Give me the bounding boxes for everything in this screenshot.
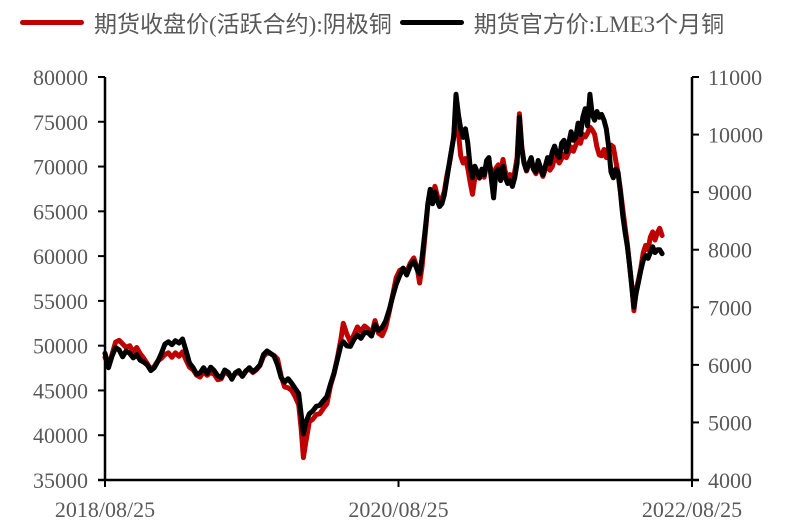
series-line-shfe-copper [102, 108, 665, 461]
legend-label: 期货收盘价(活跃合约):阴极铜 [94, 12, 392, 37]
series-line-lme-copper [102, 91, 665, 437]
right-tick-label: 10000 [708, 123, 763, 148]
left-tick-label: 40000 [33, 423, 88, 448]
left-tick-label: 80000 [33, 65, 88, 90]
right-tick-label: 11000 [708, 65, 762, 90]
left-tick-label: 50000 [33, 334, 88, 359]
left-tick-label: 35000 [33, 468, 88, 493]
legend-item-lme-copper: 期货官方价:LME3个月铜 [399, 5, 725, 39]
left-tick-label: 60000 [33, 244, 88, 269]
right-tick-label: 7000 [708, 295, 752, 320]
right-tick-label: 4000 [708, 468, 752, 493]
legend-swatch-red [20, 19, 84, 25]
left-tick-label: 70000 [33, 155, 88, 180]
left-tick-label: 65000 [33, 199, 88, 224]
right-tick-label: 8000 [708, 238, 752, 263]
x-tick-label: 2018/08/25 [55, 497, 155, 522]
series-layer [102, 91, 665, 461]
chart-legend: 期货收盘价(活跃合约):阴极铜 期货官方价:LME3个月铜 [20, 4, 724, 40]
right-tick-label: 9000 [708, 180, 752, 205]
x-tick-label: 2020/08/25 [348, 497, 448, 522]
left-tick-label: 55000 [33, 289, 88, 314]
right-tick-label: 6000 [708, 353, 752, 378]
left-axis-ticks: 80000 75000 70000 65000 60000 55000 50000 45000… [33, 65, 105, 493]
x-axis-ticks: 2018/08/25 2020/08/25 2022/08/25 [55, 480, 742, 522]
legend-item-shfe-copper: 期货收盘价(活跃合约):阴极铜 [20, 5, 392, 39]
right-tick-label: 5000 [708, 410, 752, 435]
left-tick-label: 45000 [33, 378, 88, 403]
x-tick-label: 2022/08/25 [642, 497, 742, 522]
right-axis-ticks: 11000 10000 9000 8000 7000 6000 5000 4000 [692, 65, 763, 493]
left-tick-label: 75000 [33, 110, 88, 135]
legend-swatch-black [399, 19, 464, 25]
legend-label: 期货官方价:LME3个月铜 [473, 12, 725, 37]
